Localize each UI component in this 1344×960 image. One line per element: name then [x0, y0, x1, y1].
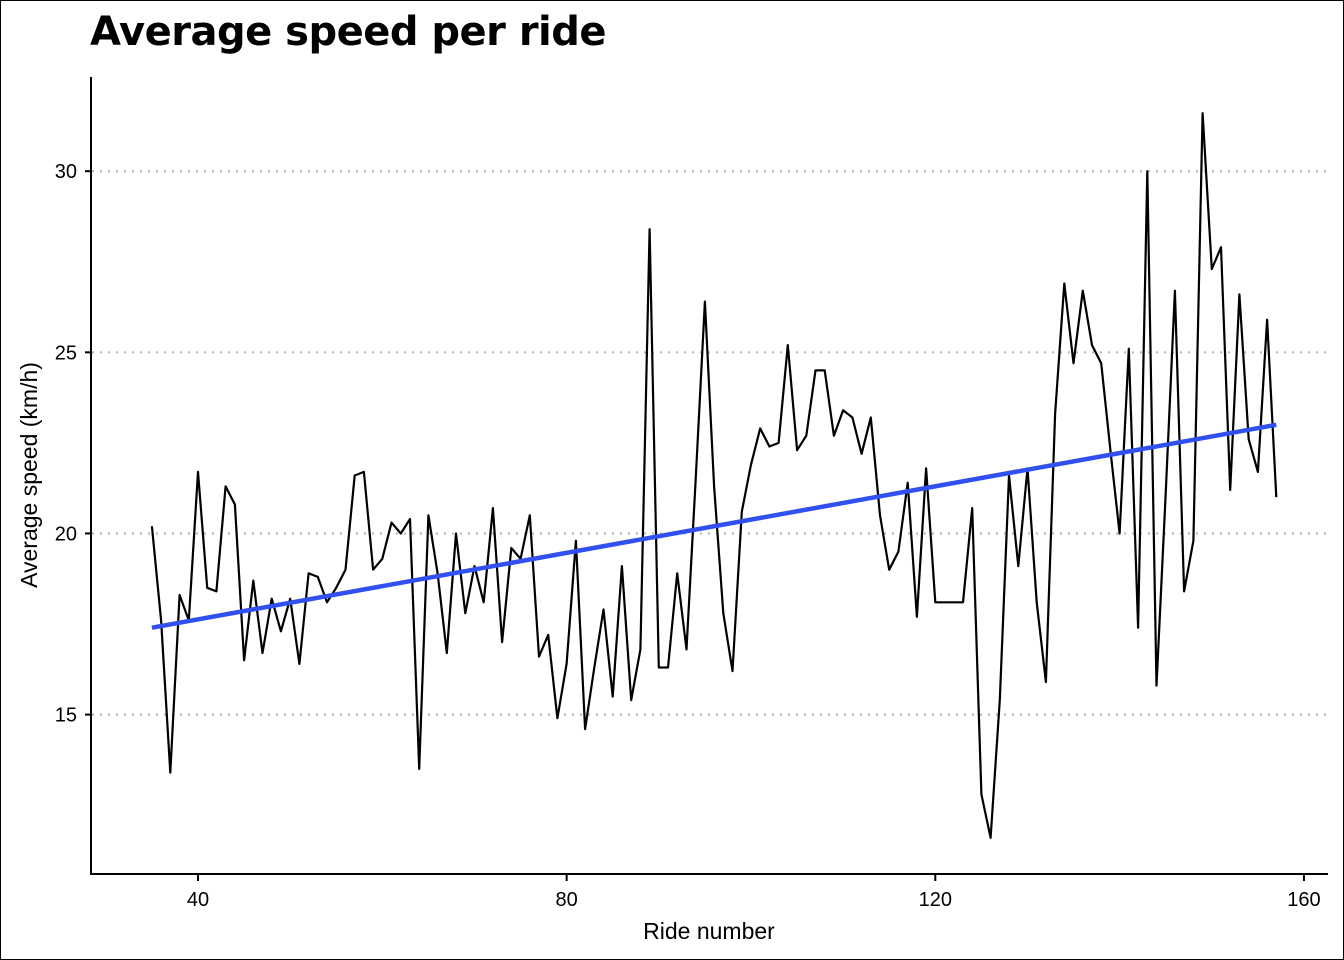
x-tick-label: 160 — [1287, 889, 1320, 911]
y-tick-label: 30 — [55, 161, 77, 183]
x-axis-ticks: 40 80 120 160 — [187, 875, 1321, 911]
y-axis-ticks: 15 20 25 30 — [55, 161, 91, 727]
y-tick-label: 25 — [55, 342, 77, 364]
x-tick-label: 40 — [187, 889, 209, 911]
y-tick-label: 20 — [55, 523, 77, 545]
chart-title: Average speed per ride — [90, 9, 607, 55]
speed-series-line — [150, 112, 1278, 839]
series-group — [150, 112, 1278, 839]
x-tick-label: 80 — [556, 889, 578, 911]
y-axis-label: Average speed (km/h) — [16, 362, 42, 588]
x-axis-label: Ride number — [643, 918, 775, 944]
x-tick-label: 120 — [919, 889, 952, 911]
y-gridlines — [92, 170, 1327, 716]
trend-line — [151, 422, 1277, 630]
y-tick-label: 15 — [55, 705, 77, 727]
